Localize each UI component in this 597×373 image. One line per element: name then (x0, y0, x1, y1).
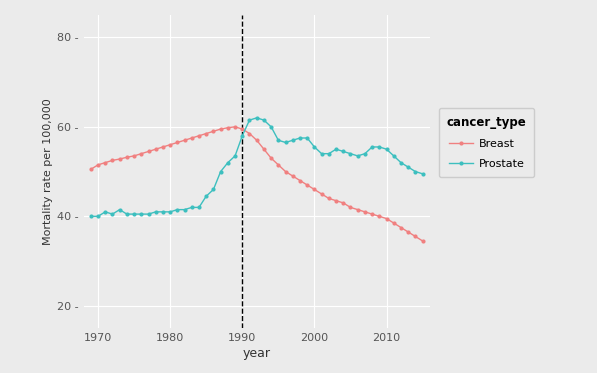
Y-axis label: Mortality rate per 100,000: Mortality rate per 100,000 (43, 98, 53, 245)
Legend: Breast, Prostate: Breast, Prostate (439, 108, 534, 177)
X-axis label: year: year (243, 347, 270, 360)
